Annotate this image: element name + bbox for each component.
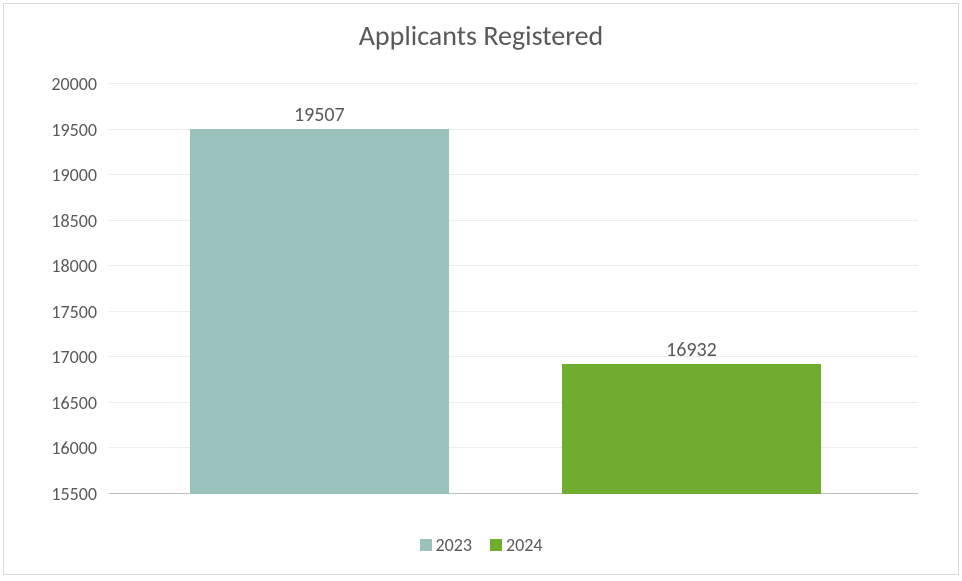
chart-frame: Applicants Registered 155001600016500170… <box>3 3 959 575</box>
legend: 2023 2024 <box>4 534 958 556</box>
chart-title: Applicants Registered <box>4 18 958 53</box>
legend-swatch <box>490 539 502 551</box>
legend-label: 2023 <box>436 534 473 556</box>
y-tick-label: 16000 <box>51 437 109 459</box>
legend-label: 2024 <box>506 534 543 556</box>
legend-item-2024: 2024 <box>490 534 543 556</box>
bar-2024: 16932 <box>562 364 821 494</box>
bar-value-label: 19507 <box>294 103 345 127</box>
y-tick-label: 20000 <box>51 73 109 95</box>
y-tick-label: 17500 <box>51 301 109 323</box>
legend-swatch <box>420 539 432 551</box>
y-tick-label: 19500 <box>51 119 109 141</box>
y-tick-label: 15500 <box>51 483 109 505</box>
bar-2023: 19507 <box>190 129 449 494</box>
gridline <box>109 83 918 84</box>
y-tick-label: 19000 <box>51 164 109 186</box>
y-tick-label: 17000 <box>51 346 109 368</box>
y-tick-label: 18000 <box>51 255 109 277</box>
legend-item-2023: 2023 <box>420 534 473 556</box>
plot-area: 1550016000165001700017500180001850019000… <box>109 84 918 494</box>
bar-value-label: 16932 <box>666 338 717 362</box>
y-tick-label: 18500 <box>51 210 109 232</box>
y-tick-label: 16500 <box>51 392 109 414</box>
